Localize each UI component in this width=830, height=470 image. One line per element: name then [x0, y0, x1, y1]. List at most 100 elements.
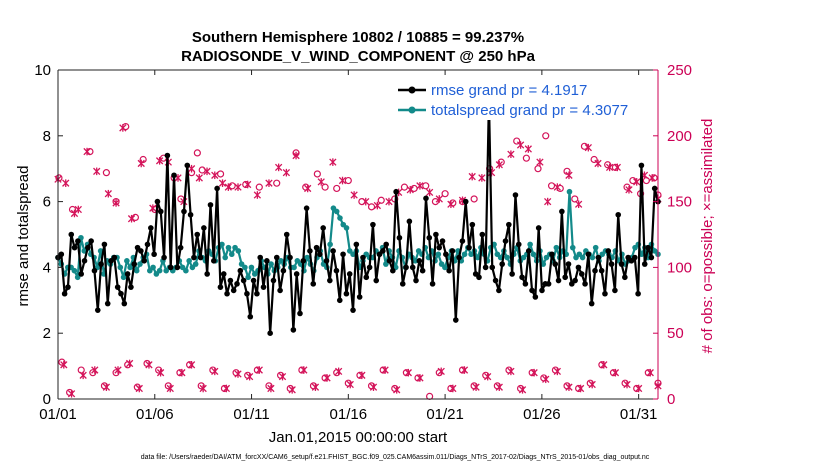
obs-assimilated-point [447, 200, 455, 209]
rmse-point [572, 277, 578, 284]
rmse-point [313, 244, 320, 251]
rmse-point [502, 238, 509, 244]
y-axis-right-label: # of obs: o=possible; ×=assimilated [699, 119, 716, 354]
obs-possible-point [402, 369, 410, 377]
obs-assimilated-point [406, 185, 414, 194]
obs-assimilated-point [137, 159, 145, 168]
obs-possible-point [571, 195, 579, 203]
rmse-point [476, 274, 482, 281]
obs-assimilated-point [565, 171, 573, 180]
obs-assimilated-point [218, 179, 227, 187]
rmse-point [181, 208, 187, 215]
y-tick-left-label: 8 [43, 128, 51, 145]
rmse-point [612, 287, 618, 294]
y-tick-left-label: 0 [43, 391, 51, 408]
totalspread-point [566, 188, 573, 195]
rmse-point [68, 231, 75, 238]
obs-assimilated-point [67, 389, 76, 398]
rmse-point [58, 251, 65, 258]
rmse-point [399, 281, 406, 287]
obs-possible-point [102, 169, 110, 177]
totalspread-point [291, 264, 297, 271]
rmse-point [522, 281, 529, 287]
obs-possible-point [441, 190, 449, 198]
obs-assimilated-point [542, 375, 550, 384]
rmse-point [260, 284, 267, 290]
totalspread-point [504, 254, 510, 261]
obs-assimilated-point [112, 199, 120, 207]
obs-assimilated-point [507, 367, 515, 376]
rmse-point [605, 248, 612, 254]
obs-assimilated-point [472, 383, 480, 391]
obs-possible-point [447, 384, 455, 393]
obs-assimilated-point [553, 367, 562, 376]
obs-assimilated-point [565, 383, 573, 391]
totalspread-point [248, 264, 255, 271]
totalspread-point [120, 274, 127, 281]
rmse-point [360, 254, 366, 261]
rmse-point [452, 317, 459, 323]
obs-possible-point [112, 369, 120, 377]
legend-marker-rmse [408, 86, 416, 94]
obs-assimilated-point [350, 191, 358, 199]
totalspread-point [579, 254, 586, 261]
rmse-point [409, 264, 416, 271]
obs-assimilated-point [437, 367, 445, 376]
rmse-point [303, 205, 310, 211]
rmse-point [118, 290, 124, 297]
obs-assimilated-point [255, 366, 263, 374]
totalspread-point [192, 261, 199, 267]
obs-possible-point [633, 384, 641, 393]
obs-possible-point [522, 154, 530, 162]
rmse-point [618, 261, 625, 267]
rmse-point [492, 277, 499, 284]
rmse-point [559, 208, 565, 215]
rmse-point [383, 241, 389, 248]
totalspread-point [245, 274, 251, 281]
rmse-point [131, 261, 138, 267]
obs-assimilated-point [104, 189, 112, 198]
rmse-point [366, 264, 373, 271]
totalspread-point [183, 267, 189, 274]
rmse-point [171, 172, 177, 179]
obs-assimilated-point [149, 204, 157, 212]
totalspread-point [412, 258, 419, 264]
rmse-point [224, 290, 230, 297]
legend-label-spread: totalspread grand pr = 4.3077 [431, 102, 628, 119]
obs-assimilated-point [265, 179, 273, 187]
rmse-point [101, 241, 108, 248]
rmse-point [446, 267, 452, 274]
totalspread-point [327, 241, 333, 248]
rmse-point [297, 310, 303, 317]
rmse-point [582, 281, 588, 287]
obs-assimilated-point [381, 366, 389, 374]
rmse-point [638, 162, 645, 169]
obs-possible-point [197, 382, 205, 390]
rmse-point [240, 277, 247, 284]
rmse-point [277, 287, 283, 294]
obs-assimilated-point [588, 380, 596, 389]
obs-assimilated-point [358, 371, 366, 380]
obs-assimilated-point [574, 200, 583, 209]
rmse-point [257, 254, 264, 261]
rmse-point [380, 248, 386, 254]
obs-possible-point [470, 195, 478, 203]
obs-assimilated-point [93, 167, 101, 176]
rmse-point [227, 277, 234, 284]
obs-assimilated-point [114, 366, 122, 374]
rmse-point [273, 254, 280, 261]
obs-possible-point [356, 371, 364, 379]
obs-assimilated-point [211, 171, 219, 180]
obs-assimilated-point [634, 384, 643, 393]
totalspread-point [589, 254, 596, 261]
rmse-point [230, 287, 237, 294]
obs-assimilated-point [346, 380, 354, 389]
rmse-point [336, 297, 343, 304]
rmse-point [300, 258, 307, 264]
obs-assimilated-point [468, 172, 476, 181]
rmse-point [535, 225, 542, 231]
y-axis-left-label: rmse and totalspread [15, 166, 32, 307]
rmse-point [433, 231, 439, 238]
rmse-point [121, 300, 128, 307]
obs-assimilated-point [311, 383, 320, 391]
